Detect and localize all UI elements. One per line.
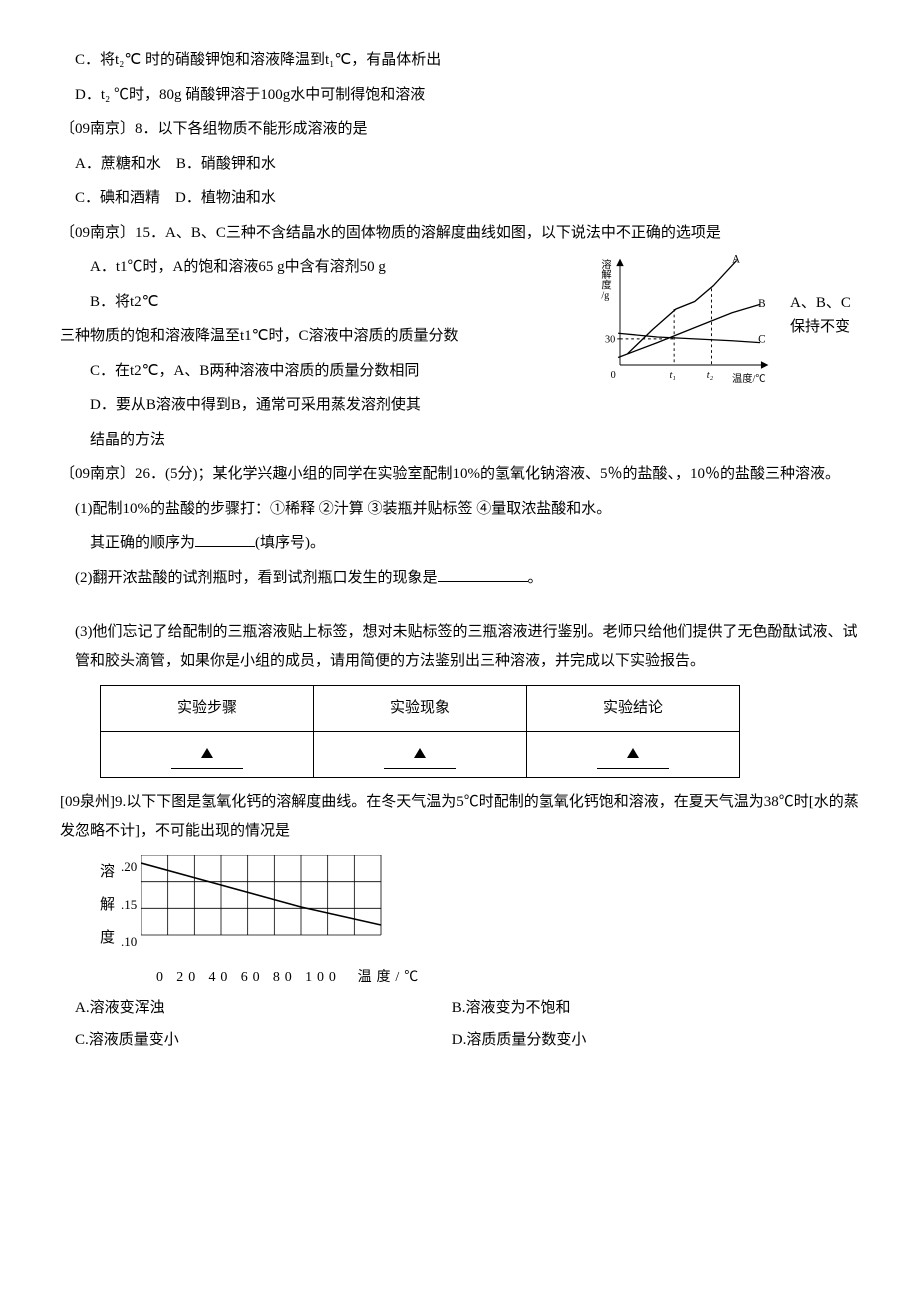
q15-opt-d: D．要从B溶液中得到B，通常可采用蒸发溶剂使其 <box>90 391 540 420</box>
q26-2a-text: (2)翻开浓盐酸的试剂瓶时，看到试剂瓶口发生的现象是 <box>75 570 438 586</box>
prev-option-d: D．t₂ ℃时，80g 硝酸钾溶于100g水中可制得饱和溶液 <box>75 81 860 110</box>
q15-stem: 〔09南京〕15．A、B、C三种不含结晶水的固体物质的溶解度曲线如图，以下说法中… <box>60 219 860 248</box>
q8-stem: 〔09南京〕8．以下各组物质不能形成溶液的是 <box>60 115 860 144</box>
q26-3: (3)他们忘记了给配制的三瓶溶液贴上标签，想对未贴标签的三瓶溶液进行鉴别。老师只… <box>75 618 860 675</box>
q8-options-row2: C．碘和酒精 D．植物油和水 <box>75 184 860 213</box>
q9-stem: [09泉州]9.以下下图是氢氧化钙的溶解度曲线。在冬天气温为5℃时配制的氢氧化钙… <box>60 788 860 845</box>
svg-text:C: C <box>758 334 765 346</box>
table-header-row: 实验步骤 实验现象 实验结论 <box>101 686 740 732</box>
caoh2-chart <box>141 855 401 955</box>
q9-opt-c: C.溶液质量变小 <box>75 1026 452 1055</box>
prev-option-c: C．将t₂℃ 时的硝酸钾饱和溶液降温到t₁℃，有晶体析出 <box>75 46 860 75</box>
chart1-ylabel: 溶解度/g <box>601 258 611 302</box>
q15-side1: A、B、C <box>790 291 860 315</box>
table-row <box>101 731 740 778</box>
q9-opt-d: D.溶质质量分数变小 <box>452 1026 829 1055</box>
svg-text:t₁: t₁ <box>669 370 675 381</box>
th-phenomenon: 实验现象 <box>314 686 527 732</box>
q8-opt-a: A．蔗糖和水 <box>75 156 161 172</box>
blank-phenomenon[interactable] <box>438 566 528 582</box>
cell-conclusion[interactable] <box>527 731 740 778</box>
q15-side-text: A、B、C 保持不变 <box>790 291 860 339</box>
q15-opt-c: C．在t2℃，A、B两种溶液中溶质的质量分数相同 <box>90 357 540 386</box>
chart2-ylabel: 溶 解 度 <box>100 856 115 955</box>
q8-options-row1: A．蔗糖和水 B．硝酸钾和水 <box>75 150 860 179</box>
chart1-ytick: 30 <box>605 335 615 346</box>
q15-side2: 保持不变 <box>790 315 860 339</box>
experiment-table: 实验步骤 实验现象 实验结论 <box>100 685 740 778</box>
q26-1b-text: 其正确的顺序为 <box>90 535 195 551</box>
q15-opt-b1: B．将t2℃ <box>90 288 540 317</box>
q15-opt-b2: 三种物质的饱和溶液降温至t1℃时，C溶液中溶质的质量分数 <box>60 322 540 351</box>
q15-opt-d2: 结晶的方法 <box>90 426 540 455</box>
q9-opt-a: A.溶液变浑浊 <box>75 994 452 1023</box>
svg-text:0: 0 <box>611 370 616 381</box>
q9-opt-b: B.溶液变为不饱和 <box>452 994 829 1023</box>
q8-opt-b: B．硝酸钾和水 <box>176 156 276 172</box>
svg-text:B: B <box>758 298 765 310</box>
q26-2: (2)翻开浓盐酸的试剂瓶时，看到试剂瓶口发生的现象是 。 <box>75 564 860 593</box>
cell-phenomenon[interactable] <box>314 731 527 778</box>
q9-options: A.溶液变浑浊 B.溶液变为不饱和 C.溶液质量变小 D.溶质质量分数变小 <box>75 992 860 1057</box>
chart2-yvals: .20 .15 .10 <box>121 855 137 955</box>
chart2-xlabel: 温度/℃ <box>358 970 424 985</box>
q26-2b-text: 。 <box>528 570 543 586</box>
q8-opt-d: D．植物油和水 <box>175 190 276 206</box>
solubility-chart: 30 A B C 溶解度/g 0 t₁ t₂ 温度/℃ <box>600 253 780 393</box>
cell-steps[interactable] <box>101 731 314 778</box>
th-steps: 实验步骤 <box>101 686 314 732</box>
triangle-icon <box>414 748 426 758</box>
chart2-xvals: 0 20 40 60 80 100 温度/℃ <box>156 965 860 992</box>
blank-order[interactable] <box>195 531 255 547</box>
caoh2-chart-wrap: 溶 解 度 .20 .15 .10 <box>100 855 860 955</box>
q26-1-fill: 其正确的顺序为 (填序号)。 <box>90 529 860 558</box>
q8-opt-c: C．碘和酒精 <box>75 190 160 206</box>
q15-opt-a: A．t1℃时，A的饱和溶液65 g中含有溶剂50 g <box>90 253 540 282</box>
svg-text:t₂: t₂ <box>707 370 714 381</box>
q15-block: A．t1℃时，A的饱和溶液65 g中含有溶剂50 g B．将t2℃ 三种物质的饱… <box>60 253 860 454</box>
th-conclusion: 实验结论 <box>527 686 740 732</box>
chart1-xlabel: 温度/℃ <box>732 372 766 385</box>
q26-1c-text: (填序号)。 <box>255 535 325 551</box>
triangle-icon <box>627 748 639 758</box>
triangle-icon <box>201 748 213 758</box>
q26-1: (1)配制10%的盐酸的步骤打：①稀释 ②汁算 ③装瓶并贴标签 ④量取浓盐酸和水… <box>75 495 860 524</box>
q26-stem: 〔09南京〕26．(5分)；某化学兴趣小组的同学在实验室配制10%的氢氧化钠溶液… <box>60 460 860 489</box>
svg-text:A: A <box>732 253 740 265</box>
